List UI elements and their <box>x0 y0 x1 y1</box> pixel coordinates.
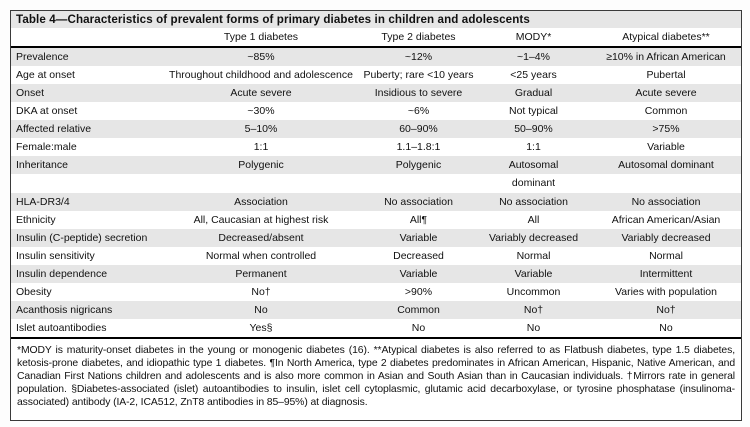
cell-mody: No association <box>499 196 568 208</box>
cell-type1: Throughout childhood and adolescence <box>169 69 353 81</box>
table-row: Inheritance Polygenic Polygenic Autosoma… <box>11 156 741 193</box>
row-label: Female:male <box>16 141 77 153</box>
table-row: Age at onset Throughout childhood and ad… <box>11 66 741 84</box>
cell-atypical: Variably decreased <box>621 232 711 244</box>
cell-mody: <25 years <box>510 69 557 81</box>
cell-type2: Decreased <box>393 250 444 262</box>
row-label: Inheritance <box>16 159 68 171</box>
column-header-row: Type 1 diabetes Type 2 diabetes MODY* At… <box>11 28 741 48</box>
cell-atypical: Acute severe <box>635 87 697 99</box>
table-row: Onset Acute severe Insidious to severe G… <box>11 84 741 102</box>
cell-type1: No† <box>251 286 271 298</box>
cell-atypical: ≥10% in African American <box>606 51 726 63</box>
cell-atypical: Autosomal dominant <box>618 159 714 171</box>
cell-mody: Variable <box>514 268 553 280</box>
cell-type2: 1.1–1.8:1 <box>396 141 441 153</box>
table-row: Insulin dependence Permanent Variable Va… <box>11 265 741 283</box>
cell-type1: Acute severe <box>230 87 292 99</box>
row-label: Insulin dependence <box>16 268 108 280</box>
cell-type2: Common <box>397 304 440 316</box>
cell-atypical: Variable <box>647 141 685 153</box>
cell-mody: Uncommon <box>506 286 561 298</box>
cell-type1: Permanent <box>235 268 287 280</box>
cell-atypical: Common <box>644 105 688 117</box>
table-row: Islet autoantibodies Yes§ No No No <box>11 319 741 337</box>
cell-mody: Gradual <box>514 87 553 99</box>
row-label: Islet autoantibodies <box>16 322 107 334</box>
row-label: Acanthosis nigricans <box>16 304 113 316</box>
cell-mody: All <box>527 214 540 226</box>
table-title: Table 4—Characteristics of prevalent for… <box>11 11 741 28</box>
cell-atypical: No† <box>656 304 676 316</box>
diabetes-characteristics-table: Table 4—Characteristics of prevalent for… <box>10 10 742 421</box>
cell-type1: All, Caucasian at highest risk <box>193 214 329 226</box>
cell-mody: Variably decreased <box>488 232 579 244</box>
table-row: HLA-DR3/4 Association No association No … <box>11 193 741 211</box>
row-label: Insulin (C-peptide) secretion <box>16 232 148 244</box>
table-row: Acanthosis nigricans No Common No† No† <box>11 301 741 319</box>
table-row: Insulin (C-peptide) secretion Decreased/… <box>11 229 741 247</box>
cell-type1: Polygenic <box>238 159 284 171</box>
cell-atypical: Intermittent <box>639 268 693 280</box>
cell-atypical: Varies with population <box>615 286 717 298</box>
cell-type1: Association <box>234 196 288 208</box>
table-row: Insulin sensitivity Normal when controll… <box>11 247 741 265</box>
table-row: DKA at onset ~30% ~6% Not typical Common <box>11 102 741 120</box>
cell-type1: No <box>254 304 268 316</box>
cell-type1: Yes§ <box>249 322 273 334</box>
row-label: Ethnicity <box>16 214 56 226</box>
cell-type2: ~6% <box>407 105 430 117</box>
cell-type1: 1:1 <box>253 141 269 153</box>
table-row: Obesity No† >90% Uncommon Varies with po… <box>11 283 741 301</box>
cell-type2: 60–90% <box>399 123 438 135</box>
column-header-mody: MODY* <box>515 31 552 43</box>
cell-mody: ~1–4% <box>517 51 550 63</box>
cell-atypical: No association <box>631 196 701 208</box>
cell-mody: Not typical <box>508 105 559 117</box>
cell-type2: Insidious to severe <box>374 87 463 99</box>
cell-atypical: No <box>659 322 673 334</box>
cell-mody: 1:1 <box>526 141 541 153</box>
row-label: DKA at onset <box>16 105 78 117</box>
cell-atypical: Normal <box>649 250 683 262</box>
table-row: Ethnicity All, Caucasian at highest risk… <box>11 211 741 229</box>
cell-type1: Decreased/absent <box>218 232 304 244</box>
cell-type2: No association <box>384 196 453 208</box>
row-label: Prevalence <box>16 51 69 63</box>
cell-type1: Normal when controlled <box>205 250 317 262</box>
table-body: Prevalence ~85% ~12% ~1–4% ≥10% in Afric… <box>11 48 741 339</box>
cell-type2: Puberty; rare <10 years <box>363 69 474 81</box>
row-label: Affected relative <box>16 123 92 135</box>
cell-type2: All¶ <box>409 214 428 226</box>
column-header-type2: Type 2 diabetes <box>381 31 456 43</box>
cell-type2: Variable <box>399 268 438 280</box>
row-label: Onset <box>16 87 45 99</box>
cell-mody: No† <box>523 304 544 316</box>
row-label: Insulin sensitivity <box>16 250 95 262</box>
cell-atypical: Pubertal <box>646 69 686 81</box>
column-header-type1: Type 1 diabetes <box>223 31 299 43</box>
row-label: Age at onset <box>16 69 75 81</box>
row-label: Obesity <box>16 286 52 298</box>
table-row: Prevalence ~85% ~12% ~1–4% ≥10% in Afric… <box>11 48 741 66</box>
cell-type1: ~85% <box>247 51 275 63</box>
cell-atypical: African American/Asian <box>611 214 721 226</box>
cell-mody: Normal <box>516 250 551 262</box>
cell-mody: Autosomal dominant <box>508 159 559 189</box>
cell-type2: No <box>411 322 426 334</box>
cell-type2: Polygenic <box>395 159 442 171</box>
cell-type1: ~30% <box>247 105 275 117</box>
cell-type1: 5–10% <box>244 123 278 135</box>
table-row: Affected relative 5–10% 60–90% 50–90% >7… <box>11 120 741 138</box>
cell-type2: Variable <box>399 232 438 244</box>
cell-mody: No <box>526 322 541 334</box>
cell-type2: >90% <box>404 286 433 298</box>
table-row: Female:male 1:1 1.1–1.8:1 1:1 Variable <box>11 138 741 156</box>
cell-type2: ~12% <box>404 51 433 63</box>
table-footnote: *MODY is maturity-onset diabetes in the … <box>17 345 735 408</box>
cell-atypical: >75% <box>652 123 680 135</box>
column-header-atypical: Atypical diabetes** <box>622 31 710 43</box>
cell-mody: 50–90% <box>514 123 553 135</box>
row-label: HLA-DR3/4 <box>16 196 70 208</box>
